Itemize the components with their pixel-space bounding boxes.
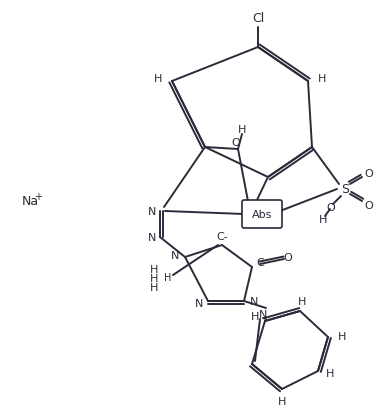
Text: C-: C-: [216, 231, 228, 241]
Text: Cl: Cl: [252, 11, 264, 25]
Text: Na: Na: [22, 195, 39, 208]
Text: H: H: [278, 396, 286, 406]
Text: H: H: [318, 74, 326, 84]
Text: H: H: [164, 272, 172, 282]
Text: N: N: [259, 309, 267, 319]
Text: N: N: [250, 296, 258, 306]
Text: H: H: [251, 311, 259, 321]
Text: Abs: Abs: [252, 209, 272, 220]
Text: +: +: [34, 191, 42, 202]
Text: N: N: [195, 298, 203, 308]
Text: H: H: [150, 282, 158, 292]
Text: H: H: [326, 368, 334, 378]
Text: O: O: [365, 200, 373, 211]
Text: H: H: [154, 74, 162, 84]
Text: N: N: [171, 250, 179, 261]
Text: H: H: [319, 214, 327, 225]
Text: H: H: [298, 296, 306, 306]
Text: O: O: [327, 202, 335, 213]
Text: H: H: [150, 273, 158, 283]
Text: N: N: [148, 232, 156, 243]
FancyBboxPatch shape: [242, 200, 282, 229]
Text: O: O: [365, 169, 373, 179]
Text: O: O: [232, 138, 240, 148]
Text: H: H: [238, 125, 246, 135]
Text: O: O: [284, 252, 292, 262]
Text: H: H: [150, 264, 158, 274]
Text: C: C: [256, 257, 264, 267]
Text: N: N: [148, 207, 156, 216]
Text: S: S: [341, 183, 349, 196]
Text: H: H: [338, 331, 346, 341]
